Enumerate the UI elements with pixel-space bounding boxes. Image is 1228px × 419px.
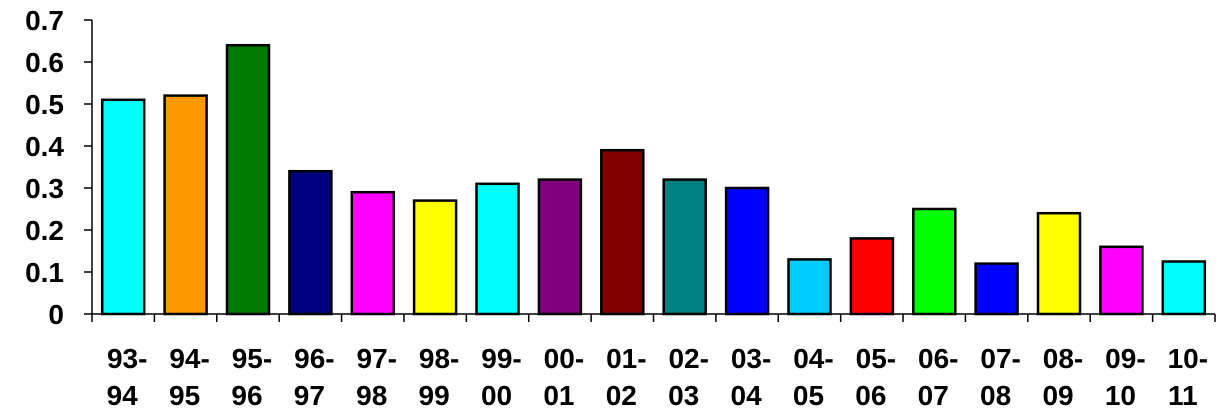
y-tick-label: 0.5: [25, 89, 64, 120]
bar: [288, 169, 333, 316]
x-tick-label: 96-97: [294, 343, 335, 411]
x-tick-label: 97-98: [356, 343, 397, 411]
x-tick-label: 10-11: [1168, 343, 1208, 411]
x-tick-label: 04-05: [793, 343, 834, 411]
x-tick-label: 95-96: [231, 343, 272, 411]
y-tick-label: 0.2: [25, 215, 64, 246]
bar: [100, 98, 146, 316]
y-tick-label: 0.7: [25, 5, 64, 36]
x-tick-label: 06-07: [918, 343, 959, 411]
bar: [537, 178, 583, 316]
x-axis-labels: 93-94 94-95 95-96 96-97 97-98 98-99 99-00 00-01…: [107, 343, 1208, 411]
bar: [1161, 260, 1207, 316]
x-tick-label: 01-02: [606, 343, 647, 411]
bar: [475, 182, 520, 316]
bar: [600, 148, 645, 316]
x-tick-label: 09-10: [1105, 343, 1146, 411]
x-tick-label: 02-03: [668, 343, 709, 411]
y-tick-label: 0.3: [25, 173, 64, 204]
bar: [1036, 211, 1082, 316]
bar: [787, 258, 832, 316]
bar: [662, 178, 707, 316]
y-tick-label: 0.4: [25, 131, 64, 162]
x-tick-label: 93-94: [107, 343, 148, 411]
x-tick-label: 94-95: [169, 343, 210, 411]
x-tick-label: 00-01: [543, 343, 584, 411]
axes: [91, 20, 1216, 322]
bar: [163, 94, 208, 316]
x-tick-label: 98-99: [419, 343, 460, 411]
bar: [974, 262, 1019, 316]
x-tick-label: 07-08: [980, 343, 1021, 411]
x-tick-label: 03-04: [731, 343, 772, 411]
y-tick-label: 0.6: [25, 47, 64, 78]
bar: [724, 186, 770, 316]
x-tick-label: 99-00: [481, 343, 522, 411]
y-tick-label: 0: [48, 299, 64, 330]
x-tick-label: 05-06: [855, 343, 896, 411]
bars: [100, 43, 1207, 316]
bar: [412, 199, 458, 316]
y-tick-label: 0.1: [25, 257, 64, 288]
bar: [1099, 245, 1144, 316]
y-axis-ticks: 0 0.1 0.2 0.3 0.4 0.5 0.6 0.7: [25, 5, 92, 330]
x-tick-label: 08-09: [1042, 343, 1083, 411]
bar: [912, 207, 957, 316]
bar: [849, 237, 895, 316]
bar: [225, 43, 271, 316]
bar: [350, 190, 396, 316]
